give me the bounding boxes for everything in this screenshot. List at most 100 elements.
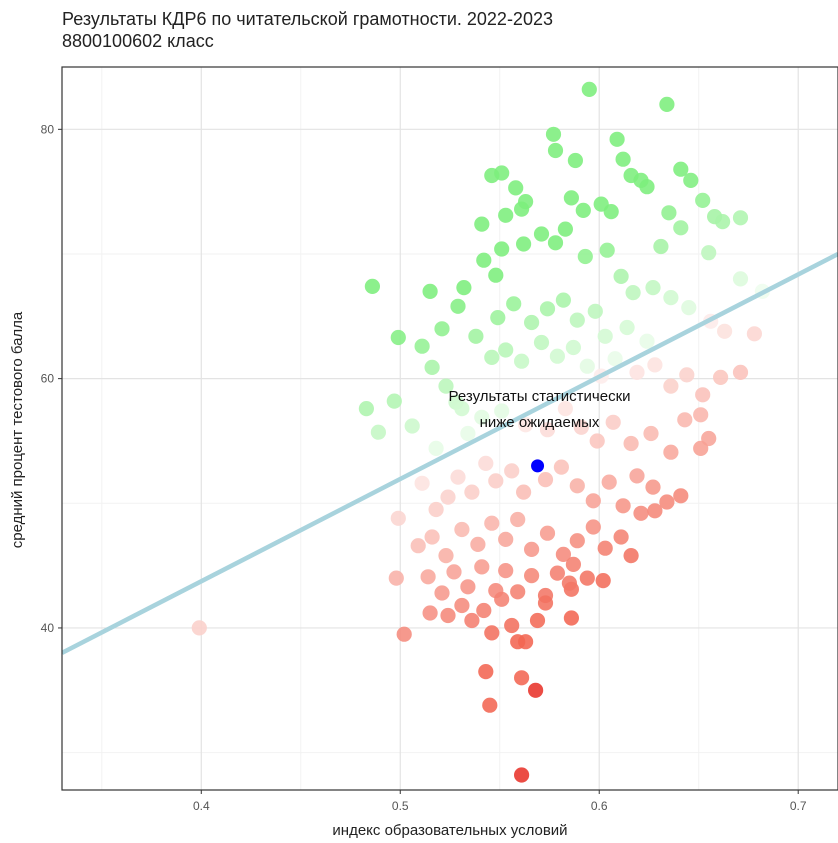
data-point	[732, 364, 749, 380]
data-point	[561, 575, 578, 591]
data-point	[539, 301, 556, 317]
data-point	[358, 401, 374, 417]
chart-title: Результаты КДР6 по читательской грамотно…	[62, 8, 553, 52]
data-point	[563, 190, 580, 206]
data-point	[498, 563, 514, 579]
data-point	[569, 533, 585, 549]
data-point	[615, 498, 631, 514]
x-tick-label: 0.4	[193, 799, 210, 813]
data-point	[484, 625, 500, 641]
data-point	[474, 216, 490, 232]
data-point	[746, 326, 763, 342]
data-point	[597, 540, 613, 556]
data-point	[577, 248, 593, 265]
data-point	[474, 409, 490, 425]
data-point	[494, 241, 510, 257]
data-point	[478, 664, 494, 680]
data-point	[547, 235, 564, 251]
data-point	[717, 323, 733, 339]
data-point	[498, 207, 514, 223]
y-tick-label: 40	[41, 621, 55, 635]
data-point	[450, 469, 466, 485]
data-point	[440, 607, 456, 624]
data-point	[569, 478, 585, 494]
data-point	[482, 697, 498, 713]
data-point	[424, 359, 440, 375]
regression-line	[62, 251, 838, 655]
data-point	[524, 541, 540, 558]
data-point	[514, 767, 530, 783]
y-tick-label: 80	[41, 122, 55, 136]
data-point	[567, 152, 584, 169]
data-points	[191, 81, 771, 783]
data-point	[557, 401, 574, 417]
data-point	[653, 238, 669, 255]
data-point	[645, 479, 661, 495]
data-point	[454, 597, 470, 614]
data-point	[647, 503, 663, 519]
data-point	[677, 412, 693, 428]
y-tick-label: 60	[41, 372, 55, 386]
data-point	[701, 245, 717, 261]
data-point	[585, 519, 601, 535]
data-point	[732, 271, 749, 287]
data-point	[647, 357, 663, 373]
data-point	[569, 312, 585, 328]
data-point	[524, 314, 540, 331]
data-point	[619, 319, 635, 336]
data-point	[597, 328, 613, 344]
data-point	[506, 296, 522, 312]
data-point	[613, 529, 629, 545]
data-point	[605, 414, 621, 430]
data-point	[563, 610, 580, 626]
data-point	[693, 407, 709, 423]
data-point	[695, 387, 711, 403]
plot-panel	[62, 67, 838, 790]
data-point	[715, 214, 731, 230]
data-point	[528, 682, 544, 698]
data-point	[424, 529, 440, 545]
data-point	[428, 501, 444, 518]
data-point	[440, 489, 456, 505]
data-point	[585, 493, 601, 509]
data-point	[396, 626, 412, 642]
data-point	[609, 131, 625, 147]
data-point	[537, 472, 554, 488]
data-point	[524, 568, 540, 584]
data-point	[683, 172, 699, 188]
data-point	[474, 559, 490, 575]
data-point	[460, 425, 476, 442]
data-point	[537, 595, 554, 611]
data-point	[476, 602, 492, 619]
data-point	[623, 435, 639, 452]
data-point	[422, 605, 438, 621]
data-point	[579, 358, 595, 374]
x-tick-label: 0.7	[790, 799, 807, 813]
data-point	[607, 351, 623, 367]
data-point	[494, 591, 510, 607]
data-point	[555, 292, 572, 308]
data-point	[390, 329, 406, 346]
data-point	[454, 521, 470, 538]
y-axis: 40 60 80	[41, 122, 62, 635]
data-point	[422, 283, 438, 299]
data-point	[565, 556, 582, 573]
data-point	[595, 573, 611, 589]
data-point	[420, 569, 436, 585]
panel-border	[61, 66, 838, 791]
data-point	[498, 342, 514, 358]
data-point	[581, 81, 597, 97]
data-point	[490, 310, 506, 326]
data-point	[464, 612, 480, 629]
data-point	[613, 268, 629, 284]
data-point	[663, 444, 679, 460]
data-point	[494, 165, 510, 181]
data-point	[565, 339, 582, 356]
data-point	[386, 393, 402, 409]
data-point	[603, 204, 619, 220]
data-point	[484, 349, 500, 365]
data-point	[460, 579, 476, 595]
data-point	[645, 280, 661, 296]
data-point	[625, 285, 641, 301]
